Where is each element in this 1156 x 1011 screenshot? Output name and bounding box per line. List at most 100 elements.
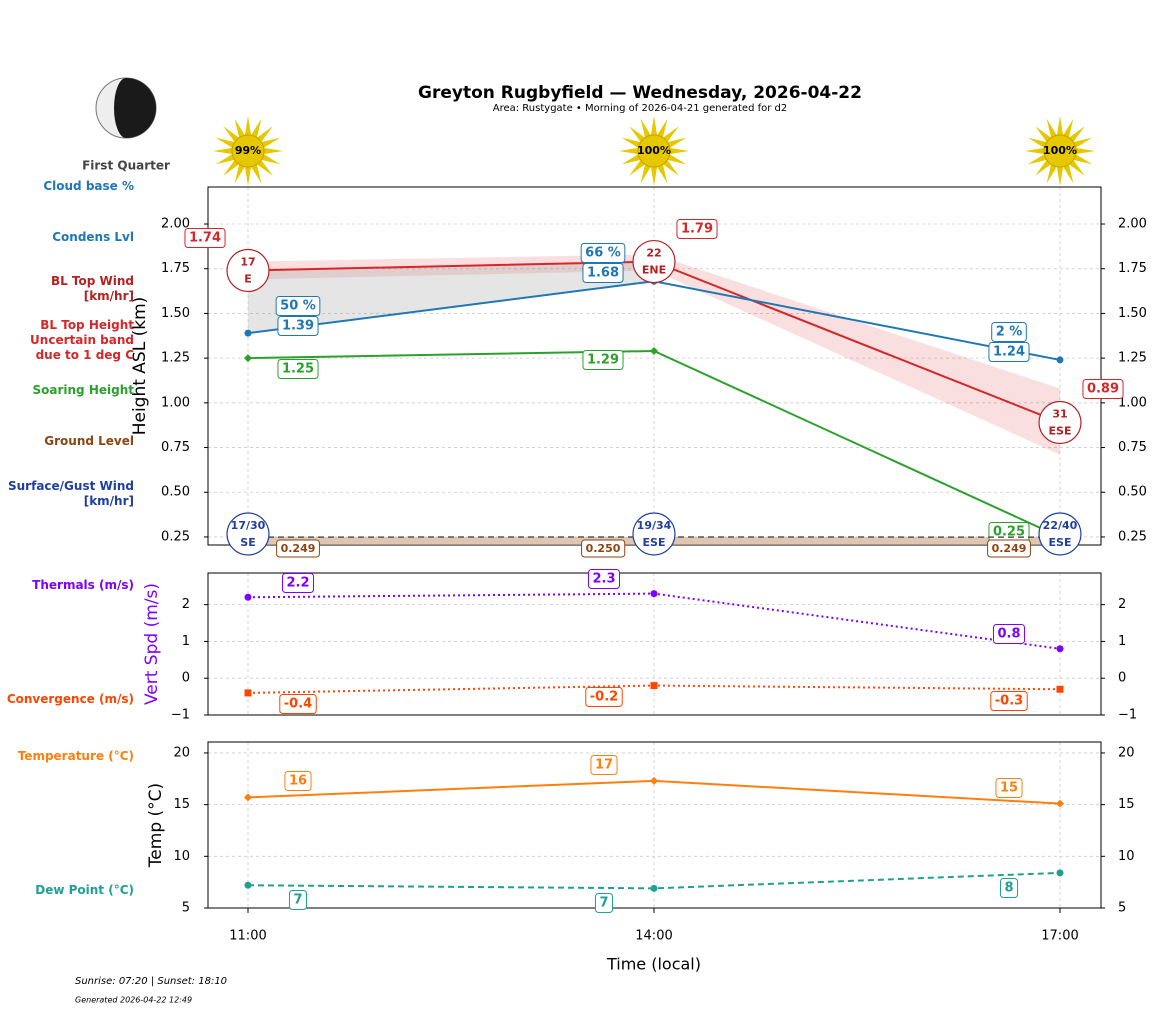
value-label: 15 bbox=[1000, 781, 1018, 796]
sun-label: 99% bbox=[235, 144, 261, 157]
wind-direction: SE bbox=[240, 536, 255, 549]
value-label-box bbox=[184, 228, 226, 248]
side-label: Cloud base % bbox=[43, 179, 134, 193]
value-label: 1.25 bbox=[282, 362, 314, 377]
value-label: 1.74 bbox=[189, 231, 221, 246]
point bbox=[1056, 685, 1064, 693]
x-tick-label: 11:00 bbox=[229, 929, 266, 944]
value-label-box bbox=[277, 359, 319, 379]
side-label: Temperature (°C) bbox=[17, 749, 134, 763]
sun-times: Sunrise: 07:20 | Sunset: 18:10 bbox=[75, 976, 227, 987]
generated: Generated 2026-04-22 12:49 bbox=[75, 996, 192, 1005]
wind-speed: 17 bbox=[240, 256, 255, 269]
value-label: 50 % bbox=[280, 299, 316, 314]
sun bbox=[1043, 134, 1077, 168]
value-label-box bbox=[987, 539, 1031, 558]
y-tick-label: 15 bbox=[1118, 797, 1135, 812]
y-tick-label: 0.75 bbox=[1118, 440, 1147, 455]
value-label: 0.89 bbox=[1087, 382, 1119, 397]
plot-frame bbox=[207, 572, 1102, 716]
value-label: -0.3 bbox=[995, 694, 1023, 709]
y-tick-label: 20 bbox=[173, 745, 190, 760]
x-axis-label: Time (local) bbox=[606, 955, 701, 974]
value-label: 0.249 bbox=[281, 542, 316, 555]
y-tick-label: 0.75 bbox=[161, 440, 190, 455]
value-label-box bbox=[992, 624, 1026, 644]
wind-speed: 19/34 bbox=[637, 519, 672, 532]
side-label: Ground Level bbox=[44, 434, 134, 448]
wind-direction: ENE bbox=[642, 264, 666, 277]
point bbox=[650, 682, 658, 690]
value-label: 8 bbox=[1004, 881, 1013, 896]
y-tick-label: 0 bbox=[182, 671, 190, 686]
wind-circle bbox=[1038, 400, 1082, 445]
series-line bbox=[247, 871, 1061, 890]
value-label: 1.29 bbox=[587, 353, 619, 368]
wind-speed: 31 bbox=[1052, 408, 1067, 421]
wind-circle bbox=[226, 248, 270, 293]
point bbox=[244, 881, 252, 889]
value-label: 16 bbox=[289, 774, 307, 789]
y-tick-label: 1.50 bbox=[161, 306, 190, 321]
y-tick-label: 0 bbox=[1118, 671, 1126, 686]
point bbox=[244, 689, 252, 697]
value-label: 1.39 bbox=[282, 319, 314, 334]
y-tick-label: 2.00 bbox=[161, 217, 190, 232]
y-axis-label: Vert Spd (m/s) bbox=[142, 583, 162, 705]
value-label: 7 bbox=[293, 893, 302, 908]
sun-label: 100% bbox=[1043, 144, 1077, 157]
point bbox=[650, 884, 658, 892]
x-tick-label: 17:00 bbox=[1041, 929, 1078, 944]
wind-speed: 17/30 bbox=[231, 519, 266, 532]
side-label: Dew Point (°C) bbox=[35, 883, 134, 897]
wind-direction: ESE bbox=[1049, 536, 1072, 549]
value-label: 66 % bbox=[585, 246, 621, 261]
wind-direction: E bbox=[244, 273, 252, 286]
value-label-box bbox=[590, 755, 618, 775]
y-tick-label: 20 bbox=[1118, 745, 1135, 760]
y-tick-label: −1 bbox=[171, 708, 190, 723]
y-tick-label: 5 bbox=[1118, 901, 1126, 916]
value-label-box bbox=[585, 687, 623, 707]
wind-circle bbox=[226, 512, 270, 556]
value-label-box bbox=[594, 893, 614, 913]
point bbox=[650, 590, 658, 598]
y-tick-label: 15 bbox=[173, 797, 190, 812]
y-tick-label: 0.50 bbox=[1118, 485, 1147, 500]
y-tick-label: 1 bbox=[182, 634, 190, 649]
y-tick-label: 1.75 bbox=[1118, 261, 1147, 276]
cloud-fill bbox=[248, 261, 654, 334]
value-label-box bbox=[991, 322, 1027, 342]
side-label: Condens Lvl bbox=[52, 230, 134, 244]
point bbox=[1056, 799, 1064, 808]
y-tick-label: 1.50 bbox=[1118, 306, 1147, 321]
sun-label: 100% bbox=[637, 144, 671, 157]
value-label-box bbox=[581, 539, 626, 558]
moon-phase: First Quarter bbox=[82, 159, 170, 173]
point bbox=[650, 346, 658, 355]
point bbox=[244, 593, 252, 601]
y-axis-label: Temp (°C) bbox=[146, 783, 166, 868]
wind-circle bbox=[1038, 512, 1082, 556]
wind-speed: 22/40 bbox=[1043, 519, 1078, 532]
value-label-box bbox=[277, 316, 319, 336]
value-label: 0.249 bbox=[992, 542, 1027, 555]
value-label-box bbox=[582, 350, 624, 370]
side-label: Surface/Gust Wind [km/hr] bbox=[8, 479, 134, 508]
value-label-box bbox=[281, 573, 315, 593]
value-label-box bbox=[275, 296, 321, 316]
side-label: Thermals (m/s) bbox=[32, 578, 134, 592]
wind-circle bbox=[632, 512, 676, 556]
point bbox=[244, 793, 252, 802]
y-axis-label: Height ASL (km) bbox=[130, 297, 150, 436]
value-label-box bbox=[676, 219, 718, 239]
y-tick-label: 2.00 bbox=[1118, 217, 1147, 232]
side-label: Soaring Height bbox=[32, 383, 135, 397]
side-label: BL Top Height Uncertain band due to 1 de… bbox=[30, 318, 134, 362]
value-label: 1.79 bbox=[681, 222, 713, 237]
value-label-box bbox=[1082, 379, 1124, 399]
sun bbox=[637, 134, 671, 168]
y-tick-label: 10 bbox=[1118, 849, 1135, 864]
value-label-box bbox=[276, 539, 320, 558]
